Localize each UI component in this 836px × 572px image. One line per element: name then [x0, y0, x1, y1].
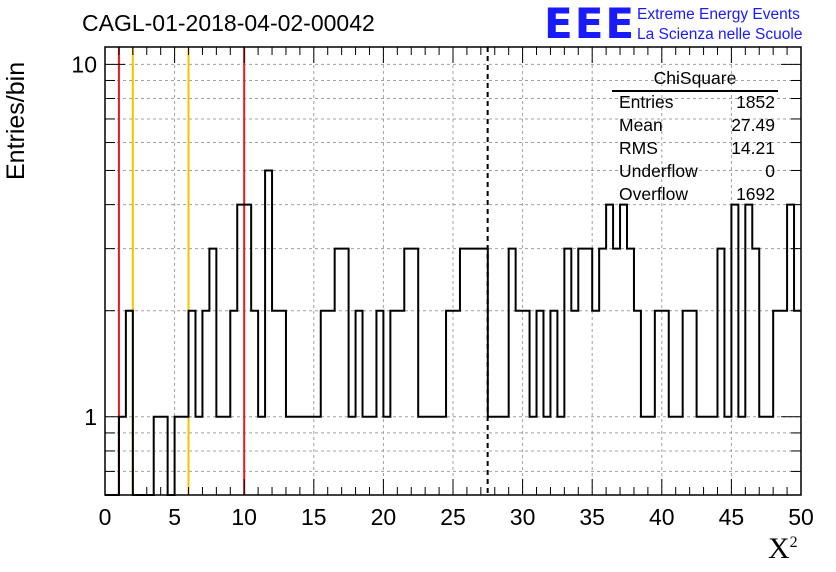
- x-tick-label: 5: [168, 504, 181, 530]
- eee-logo-mark: EEE: [544, 0, 637, 48]
- stats-value: 27.49: [731, 115, 775, 135]
- x-tick-label: 15: [301, 504, 327, 530]
- stats-row-entries: Entries 1852: [619, 92, 775, 115]
- stats-value: 0: [765, 161, 775, 181]
- chart-title: CAGL-01-2018-04-02-00042: [82, 10, 375, 36]
- x-tick-label: 50: [788, 504, 814, 530]
- x-tick-label: 40: [649, 504, 675, 530]
- stats-row-rms: RMS 14.21: [619, 138, 775, 161]
- histogram-line: [105, 169, 801, 496]
- stats-row-mean: Mean 27.49: [619, 115, 775, 138]
- stats-value: 1852: [736, 92, 775, 112]
- x-tick-label: 35: [579, 504, 605, 530]
- logo-line-2: La Scienza nelle Scuole: [637, 26, 803, 43]
- stats-value: 1692: [736, 184, 775, 204]
- x-tick-label: 10: [231, 504, 257, 530]
- logo-line-1: Extreme Energy Events: [637, 6, 800, 23]
- x-axis-label-superscript: 2: [789, 534, 798, 551]
- stats-value: 14.21: [731, 138, 775, 158]
- eee-logo: EEE Extreme Energy Events La Scienza nel…: [544, 2, 832, 46]
- stats-row-overflow: Overflow 1692: [619, 184, 775, 207]
- stats-key: RMS: [619, 138, 658, 158]
- stats-divider: [612, 90, 778, 92]
- stats-title: ChiSquare: [653, 68, 737, 88]
- x-axis-label: X2: [768, 532, 798, 566]
- stats-key: Overflow: [619, 184, 689, 204]
- x-tick-label: 30: [510, 504, 536, 530]
- y-axis-label: Entries/bin: [2, 61, 30, 180]
- x-tick-label: 45: [719, 504, 745, 530]
- stats-key: Mean: [619, 115, 663, 135]
- stats-key: Underflow: [619, 161, 698, 181]
- x-tick-label: 20: [371, 504, 397, 530]
- stats-row-underflow: Underflow 0: [619, 161, 775, 184]
- y-tick-label: 1: [84, 404, 97, 430]
- x-axis-label-base: X: [768, 532, 790, 565]
- stats-key: Entries: [619, 92, 674, 112]
- y-tick-label: 10: [71, 51, 97, 77]
- x-tick-label: 0: [99, 504, 112, 530]
- x-tick-label: 25: [440, 504, 466, 530]
